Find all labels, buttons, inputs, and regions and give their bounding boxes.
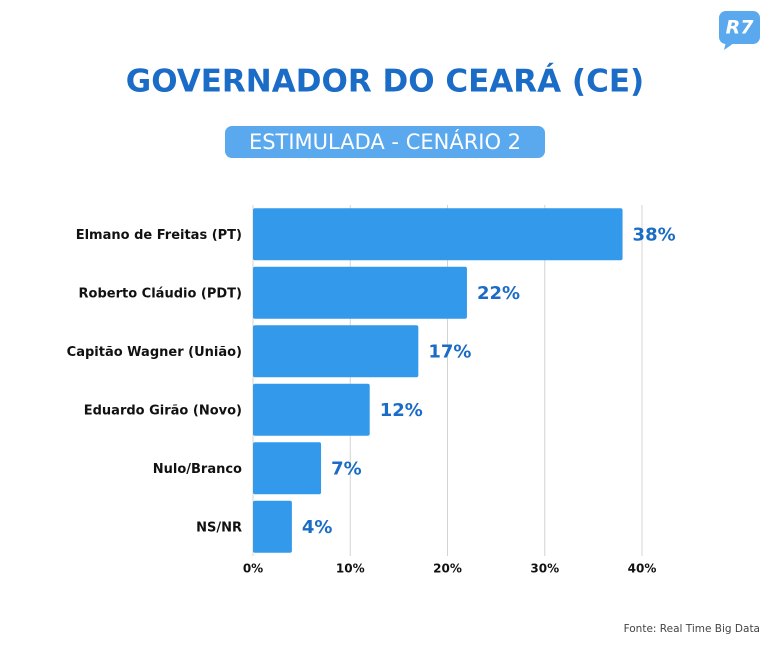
value-label: 12% xyxy=(380,400,423,421)
subtitle-box xyxy=(225,126,545,158)
y-tick-label: Elmano de Freitas (PT) xyxy=(76,228,242,243)
y-tick-label: Roberto Cláudio (PDT) xyxy=(79,286,242,301)
y-tick-label: NS/NR xyxy=(196,520,242,535)
chart-title: GOVERNADOR DO CEARÁ (CE) xyxy=(126,64,644,100)
bar xyxy=(253,208,623,261)
x-tick-label: 0% xyxy=(243,562,263,576)
bar xyxy=(253,500,292,553)
bar xyxy=(253,442,322,495)
logo: R7 xyxy=(726,17,755,39)
x-tick-label: 30% xyxy=(530,562,559,576)
value-label: 38% xyxy=(633,224,676,245)
grid: 0% 10% 20% 30% 40% xyxy=(243,205,657,576)
value-label: 4% xyxy=(302,517,333,538)
bar xyxy=(253,266,467,319)
x-tick-label: 40% xyxy=(628,562,657,576)
logo-badge xyxy=(719,11,760,44)
y-tick-label: Eduardo Girão (Novo) xyxy=(84,403,242,418)
logo-tail xyxy=(724,42,734,50)
y-tick-label: Capitão Wagner (União) xyxy=(67,345,242,360)
x-tick-label: 20% xyxy=(433,562,462,576)
value-label: 17% xyxy=(428,341,471,362)
y-tick-label: Nulo/Branco xyxy=(153,462,242,477)
x-tick-label: 10% xyxy=(336,562,365,576)
bar xyxy=(253,383,370,436)
chart-subtitle: ESTIMULADA - CENÁRIO 2 xyxy=(249,129,521,154)
value-label: 22% xyxy=(477,283,520,304)
value-label: 7% xyxy=(331,458,362,479)
source: Fonte: Real Time Big Data xyxy=(624,623,760,635)
plot: Elmano de Freitas (PT) 38% Roberto Cláudio… xyxy=(67,208,676,553)
bar xyxy=(253,325,419,378)
